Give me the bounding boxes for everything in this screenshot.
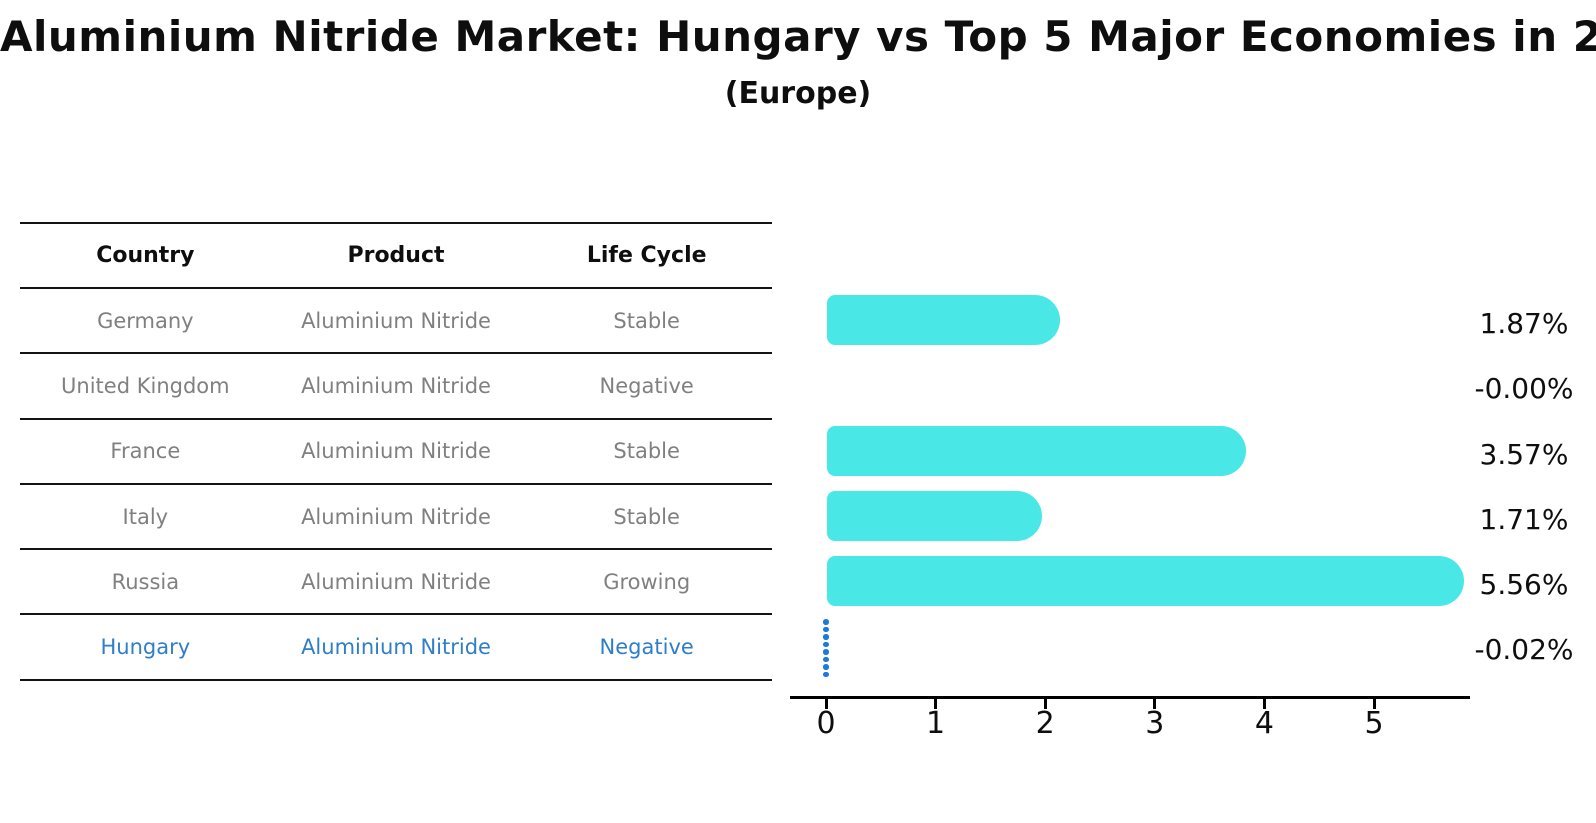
cell-life-cycle: Negative: [599, 635, 694, 660]
x-axis-tick-label: 2: [1035, 706, 1055, 741]
table-row: Russia Aluminium Nitride Growing: [20, 548, 772, 613]
cell-product: Aluminium Nitride: [301, 504, 491, 529]
x-axis-tick-label: 3: [1145, 706, 1165, 741]
bar-value-label: 5.56%: [1479, 568, 1569, 602]
chart-subtitle: (Europe): [724, 76, 872, 111]
bar-value-label: 1.87%: [1479, 306, 1569, 340]
cell-product: Aluminium Nitride: [301, 439, 491, 464]
table-row: France Aluminium Nitride Stable: [20, 417, 772, 483]
country-table: Country Product Life Cycle Germany Alumi…: [20, 222, 772, 681]
bar-germany: [827, 294, 1060, 345]
cell-life-cycle: Stable: [613, 504, 680, 529]
cell-life-cycle: Negative: [599, 373, 694, 398]
x-axis-tick-label: 5: [1364, 706, 1384, 741]
bar-italy: [827, 490, 1043, 541]
table-row: Germany Aluminium Nitride Stable: [20, 287, 772, 352]
cell-country: Hungary: [100, 635, 191, 660]
x-axis-tick: [934, 699, 938, 709]
cell-product: Aluminium Nitride: [301, 569, 491, 594]
x-axis-tick: [824, 699, 828, 709]
x-axis-tick: [1372, 699, 1376, 709]
cell-life-cycle: Growing: [603, 569, 691, 594]
x-axis-tick-label: 0: [816, 706, 836, 741]
table-header-row: Country Product Life Cycle: [20, 222, 772, 287]
table-row-highlight-hungary: Hungary Aluminium Nitride Negative: [20, 613, 772, 678]
bar-value-label: 3.57%: [1479, 437, 1569, 471]
x-axis-tick: [1043, 699, 1047, 709]
x-axis-tick: [1262, 699, 1266, 709]
cell-life-cycle: Stable: [613, 308, 680, 333]
table-row: Italy Aluminium Nitride Stable: [20, 482, 772, 548]
bar-france: [827, 425, 1247, 476]
cell-product: Aluminium Nitride: [301, 373, 491, 398]
column-header-life-cycle: Life Cycle: [586, 243, 707, 268]
bar-russia: [827, 556, 1465, 607]
x-axis-tick: [1153, 699, 1157, 709]
cell-product: Aluminium Nitride: [301, 635, 491, 660]
cell-country: Italy: [122, 504, 169, 529]
bar-value-label: -0.02%: [1474, 633, 1574, 667]
table-row: United Kingdom Aluminium Nitride Negativ…: [20, 352, 772, 417]
bar-value-label: 1.71%: [1479, 502, 1569, 536]
x-axis-tick-label: 4: [1254, 706, 1274, 741]
hungary-zero-marker: [823, 619, 829, 678]
column-header-country: Country: [96, 243, 195, 268]
cell-life-cycle: Stable: [613, 439, 680, 464]
cell-country: United Kingdom: [61, 373, 230, 398]
bar-value-label: -0.00%: [1474, 372, 1574, 406]
x-axis-line: [790, 696, 1470, 699]
cell-country: France: [110, 439, 181, 464]
cell-country: Russia: [111, 569, 180, 594]
chart-title: Aluminium Nitride Market: Hungary vs Top…: [0, 12, 1596, 61]
cell-country: Germany: [97, 308, 194, 333]
column-header-product: Product: [347, 243, 445, 268]
x-axis-tick-label: 1: [926, 706, 946, 741]
cell-product: Aluminium Nitride: [301, 308, 491, 333]
